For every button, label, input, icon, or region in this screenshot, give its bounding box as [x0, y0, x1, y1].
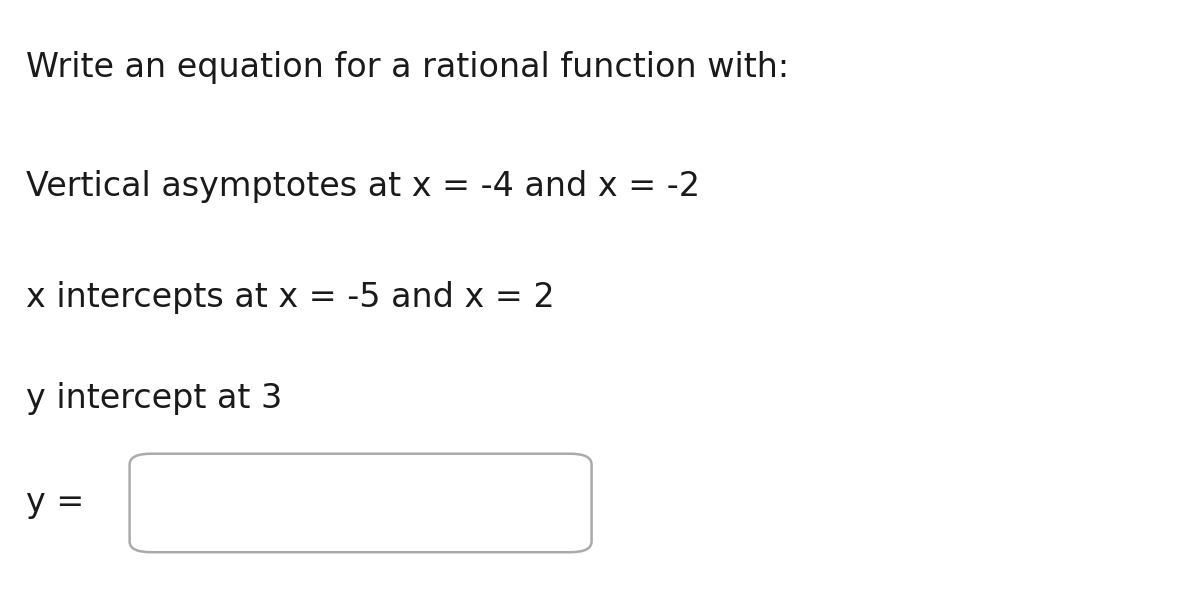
Text: Vertical asymptotes at x = -4 and x = -2: Vertical asymptotes at x = -4 and x = -2: [26, 170, 701, 203]
Text: y =: y =: [26, 487, 85, 519]
FancyBboxPatch shape: [130, 454, 592, 552]
Text: x intercepts at x = -5 and x = 2: x intercepts at x = -5 and x = 2: [26, 281, 556, 313]
Text: Write an equation for a rational function with:: Write an equation for a rational functio…: [26, 51, 790, 84]
Text: y intercept at 3: y intercept at 3: [26, 382, 283, 415]
